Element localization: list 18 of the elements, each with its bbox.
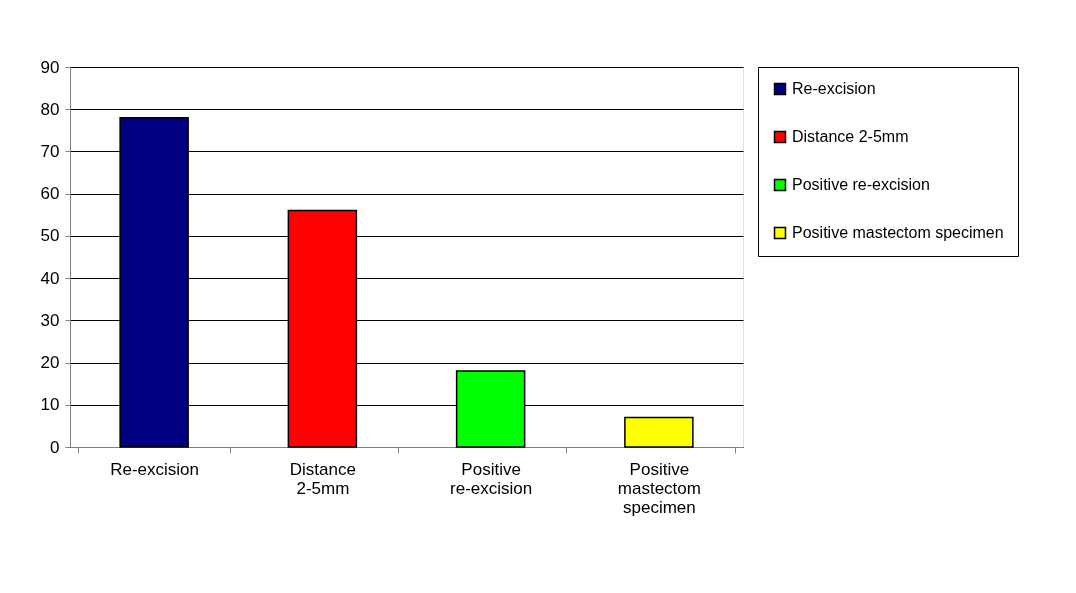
y-tick-label: 0 — [50, 437, 60, 457]
y-tick-label: 10 — [40, 395, 60, 415]
y-tick-label: 90 — [40, 57, 60, 77]
legend-label: Distance 2-5mm — [792, 128, 909, 145]
legend-label: Positive re-excision — [792, 176, 930, 193]
legend-label: Positive mastectom specimen — [792, 224, 1004, 241]
legend-label: Re-excision — [792, 80, 876, 97]
y-tick-label: 30 — [40, 310, 60, 330]
x-tick-label: Re-excision — [110, 459, 200, 479]
y-tick-label: 20 — [40, 353, 60, 373]
x-tick-label: Distance 2-5mm — [289, 459, 356, 498]
y-tick-label: 50 — [40, 226, 60, 246]
y-tick-label: 60 — [40, 184, 60, 204]
y-tick-label: 40 — [40, 268, 60, 288]
x-tick-label: Positive re-excision — [450, 459, 533, 498]
y-tick-label: 70 — [40, 141, 60, 161]
x-tick-label: Positive mastectom specimen — [617, 459, 701, 517]
y-tick-label: 80 — [40, 99, 60, 119]
